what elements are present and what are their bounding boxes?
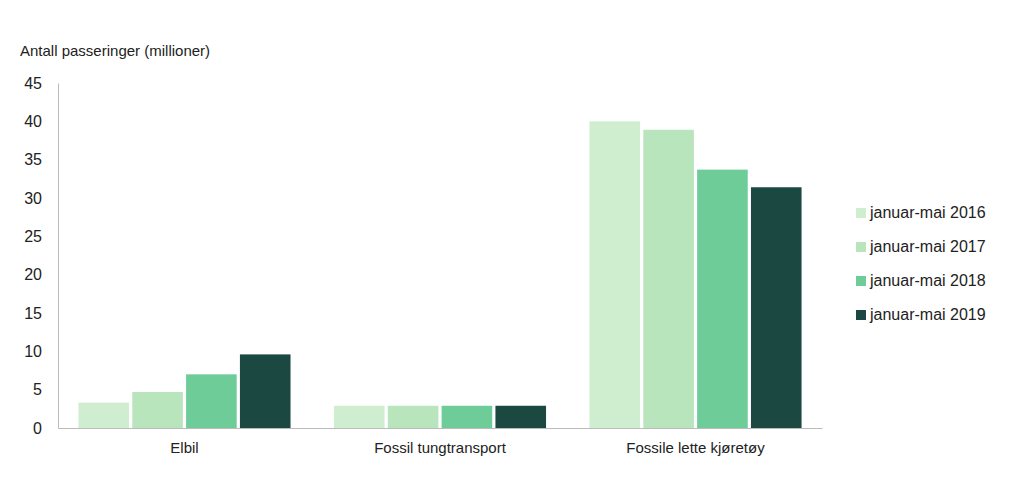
legend-swatch xyxy=(856,276,866,286)
bar xyxy=(186,374,237,428)
bar xyxy=(495,406,546,428)
legend-label: januar-mai 2017 xyxy=(869,238,986,255)
y-tick-label: 45 xyxy=(24,75,42,92)
legend-swatch xyxy=(856,242,866,252)
bar xyxy=(334,406,385,428)
y-tick-label: 10 xyxy=(24,343,42,360)
y-tick: 45 xyxy=(24,75,58,92)
x-tick-label: Fossile lette kjøretøy xyxy=(626,439,765,456)
y-tick-label: 20 xyxy=(24,266,42,283)
y-tick-label: 35 xyxy=(24,151,42,168)
legend-item: januar-mai 2019 xyxy=(856,306,986,323)
x-tick: Fossile lette kjøretøy xyxy=(626,428,765,456)
legend-label: januar-mai 2019 xyxy=(869,306,986,323)
y-tick: 35 xyxy=(24,151,58,168)
y-tick-label: 15 xyxy=(24,305,42,322)
y-tick: 5 xyxy=(33,381,58,398)
y-tick-label: 30 xyxy=(24,190,42,207)
legend-item: januar-mai 2017 xyxy=(856,238,986,255)
y-tick-label: 40 xyxy=(24,113,42,130)
legend-item: januar-mai 2018 xyxy=(856,272,986,289)
bars xyxy=(78,121,801,428)
bar xyxy=(388,406,439,428)
x-tick-label: Fossil tungtransport xyxy=(374,439,507,456)
bar xyxy=(132,392,183,428)
bar xyxy=(589,121,640,428)
y-tick: 15 xyxy=(24,305,58,322)
legend-label: januar-mai 2018 xyxy=(869,272,986,289)
legend-item: januar-mai 2016 xyxy=(856,204,986,221)
y-axis: 0 5 10 15 20 25 30 35 40 45 xyxy=(24,75,58,437)
y-tick: 30 xyxy=(24,190,58,207)
bar xyxy=(697,170,748,428)
bar xyxy=(240,354,291,428)
y-tick-label: 25 xyxy=(24,228,42,245)
legend-swatch xyxy=(856,208,866,218)
y-tick-label: 0 xyxy=(33,420,42,437)
y-tick: 0 xyxy=(33,420,58,437)
y-tick-label: 5 xyxy=(33,381,42,398)
x-axis: Elbil Fossil tungtransport Fossile lette k… xyxy=(59,428,823,456)
x-tick-label: Elbil xyxy=(170,439,198,456)
legend-swatch xyxy=(856,310,866,320)
bar-series xyxy=(78,121,640,428)
y-tick: 40 xyxy=(24,113,58,130)
bar xyxy=(78,403,129,428)
bar-series xyxy=(132,130,694,428)
y-tick: 20 xyxy=(24,266,58,283)
x-axis-line xyxy=(59,428,823,429)
legend: januar-mai 2016 januar-mai 2017 januar-mai… xyxy=(856,204,986,323)
chart: 0 5 10 15 20 25 30 35 40 45 Elbil Fossil tungtransp… xyxy=(0,0,1023,488)
legend-label: januar-mai 2016 xyxy=(869,204,986,221)
x-tick: Elbil xyxy=(170,428,198,456)
bar xyxy=(643,130,694,428)
bar-series xyxy=(240,187,802,428)
y-tick: 25 xyxy=(24,228,58,245)
bar xyxy=(751,187,802,428)
plot: 0 5 10 15 20 25 30 35 40 45 Elbil Fossil tungtransp… xyxy=(24,75,822,456)
x-tick: Fossil tungtransport xyxy=(374,428,507,456)
bar-series xyxy=(186,170,748,428)
bar xyxy=(442,406,493,428)
y-axis-title: Antall passeringer (millioner) xyxy=(20,42,210,59)
y-axis-line xyxy=(58,84,59,429)
y-tick: 10 xyxy=(24,343,58,360)
